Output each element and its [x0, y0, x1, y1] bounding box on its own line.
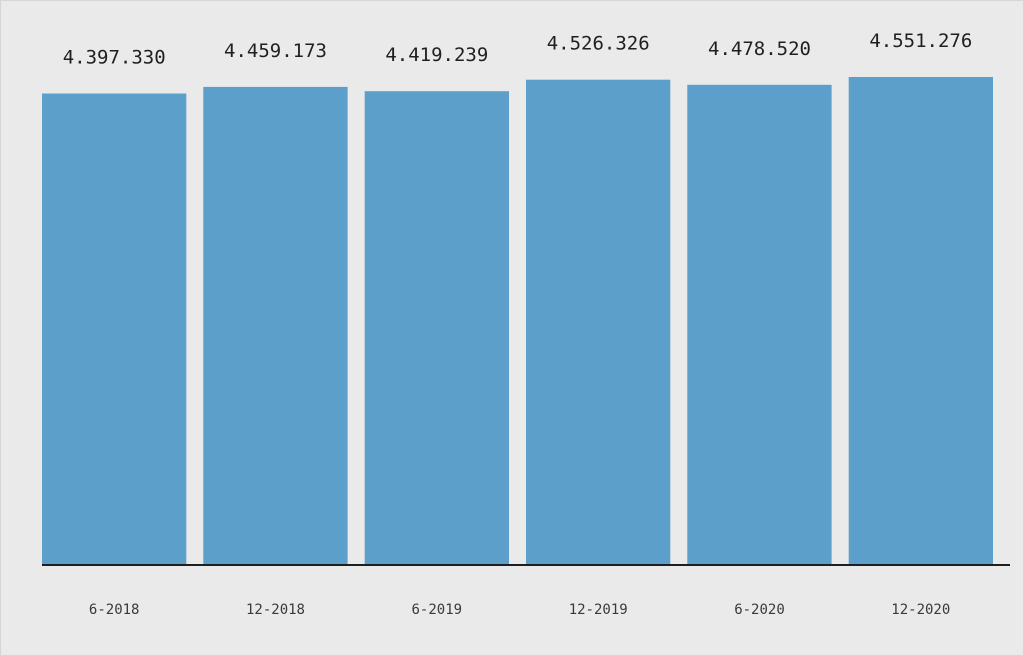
x-tick-label-12-2020: 12-2020	[891, 602, 950, 618]
value-labels-group: 4.397.330 4.459.173 4.419.239 4.526.326 4.47…	[63, 30, 973, 69]
value-label-6-2018: 4.397.330	[63, 47, 166, 69]
bar-12-2020	[848, 77, 993, 565]
value-label-12-2018: 4.459.173	[224, 40, 327, 62]
x-tick-label-6-2018: 6-2018	[89, 602, 140, 618]
bar-6-2019	[364, 91, 509, 565]
value-label-12-2019: 4.526.326	[547, 33, 650, 55]
x-tick-label-12-2019: 12-2019	[569, 602, 628, 618]
x-tick-label-6-2019: 6-2019	[412, 602, 463, 618]
value-label-12-2020: 4.551.276	[869, 30, 972, 52]
bar-6-2018	[42, 93, 187, 565]
x-tick-label-12-2018: 12-2018	[246, 602, 305, 618]
x-tick-labels-group: 6-2018 12-2018 6-2019 12-2019 6-2020 12-2020	[89, 602, 950, 618]
value-label-6-2020: 4.478.520	[708, 38, 811, 60]
value-label-6-2019: 4.419.239	[385, 44, 488, 66]
bars-group	[42, 77, 993, 566]
bar-12-2019	[526, 79, 671, 565]
bar-6-2020	[687, 84, 832, 566]
bar-12-2018	[203, 86, 348, 566]
x-tick-label-6-2020: 6-2020	[734, 602, 785, 618]
